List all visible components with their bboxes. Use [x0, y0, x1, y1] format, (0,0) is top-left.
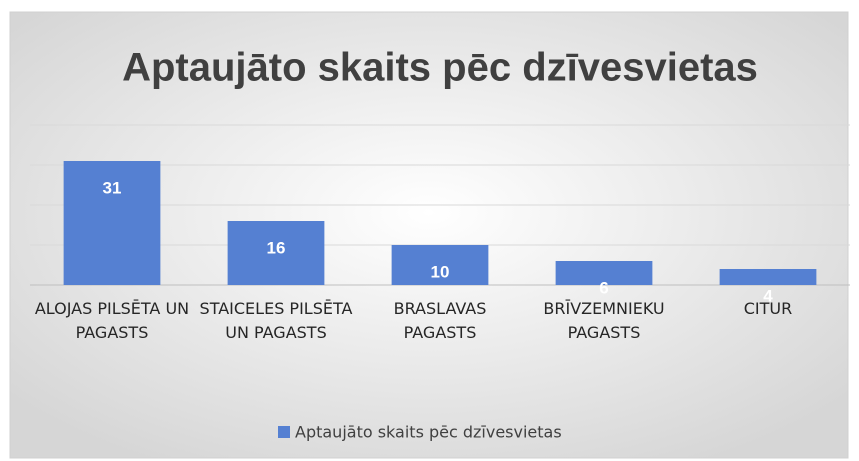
- chart-title: Aptaujāto skaits pēc dzīvesvietas: [122, 46, 758, 90]
- x-tick-label-box: ALOJAS PILSĒTA UN PAGASTS: [34, 299, 190, 342]
- data-label: 16: [267, 238, 286, 257]
- x-tick-label: CITUR: [743, 299, 793, 318]
- data-label: 10: [431, 262, 450, 281]
- x-tick-label-box: BRĪVZEMNIEKU PAGASTS: [543, 299, 665, 342]
- bar: [555, 261, 653, 285]
- legend-swatch: [278, 426, 290, 438]
- legend-label: Aptaujāto skaits pēc dzīvesvietas: [295, 423, 562, 442]
- bar: [719, 269, 817, 285]
- x-tick-label: BRĪVZEMNIEKU PAGASTS: [543, 299, 665, 342]
- x-tick-label-box: CITUR: [743, 299, 793, 318]
- x-tick-label-box: STAICELES PILSĒTA UN PAGASTS: [199, 299, 353, 342]
- x-tick-label: ALOJAS PILSĒTA UN PAGASTS: [34, 299, 190, 342]
- x-tick-label-box: BRASLAVAS PAGASTS: [393, 299, 487, 342]
- x-tick-label: BRASLAVAS PAGASTS: [393, 299, 487, 342]
- bar: [63, 161, 161, 285]
- x-tick-label: STAICELES PILSĒTA UN PAGASTS: [199, 299, 353, 342]
- bar: [391, 245, 489, 285]
- bar: [227, 221, 325, 285]
- data-label: 4: [763, 286, 773, 305]
- data-label: 31: [103, 178, 122, 197]
- data-label: 6: [599, 278, 608, 297]
